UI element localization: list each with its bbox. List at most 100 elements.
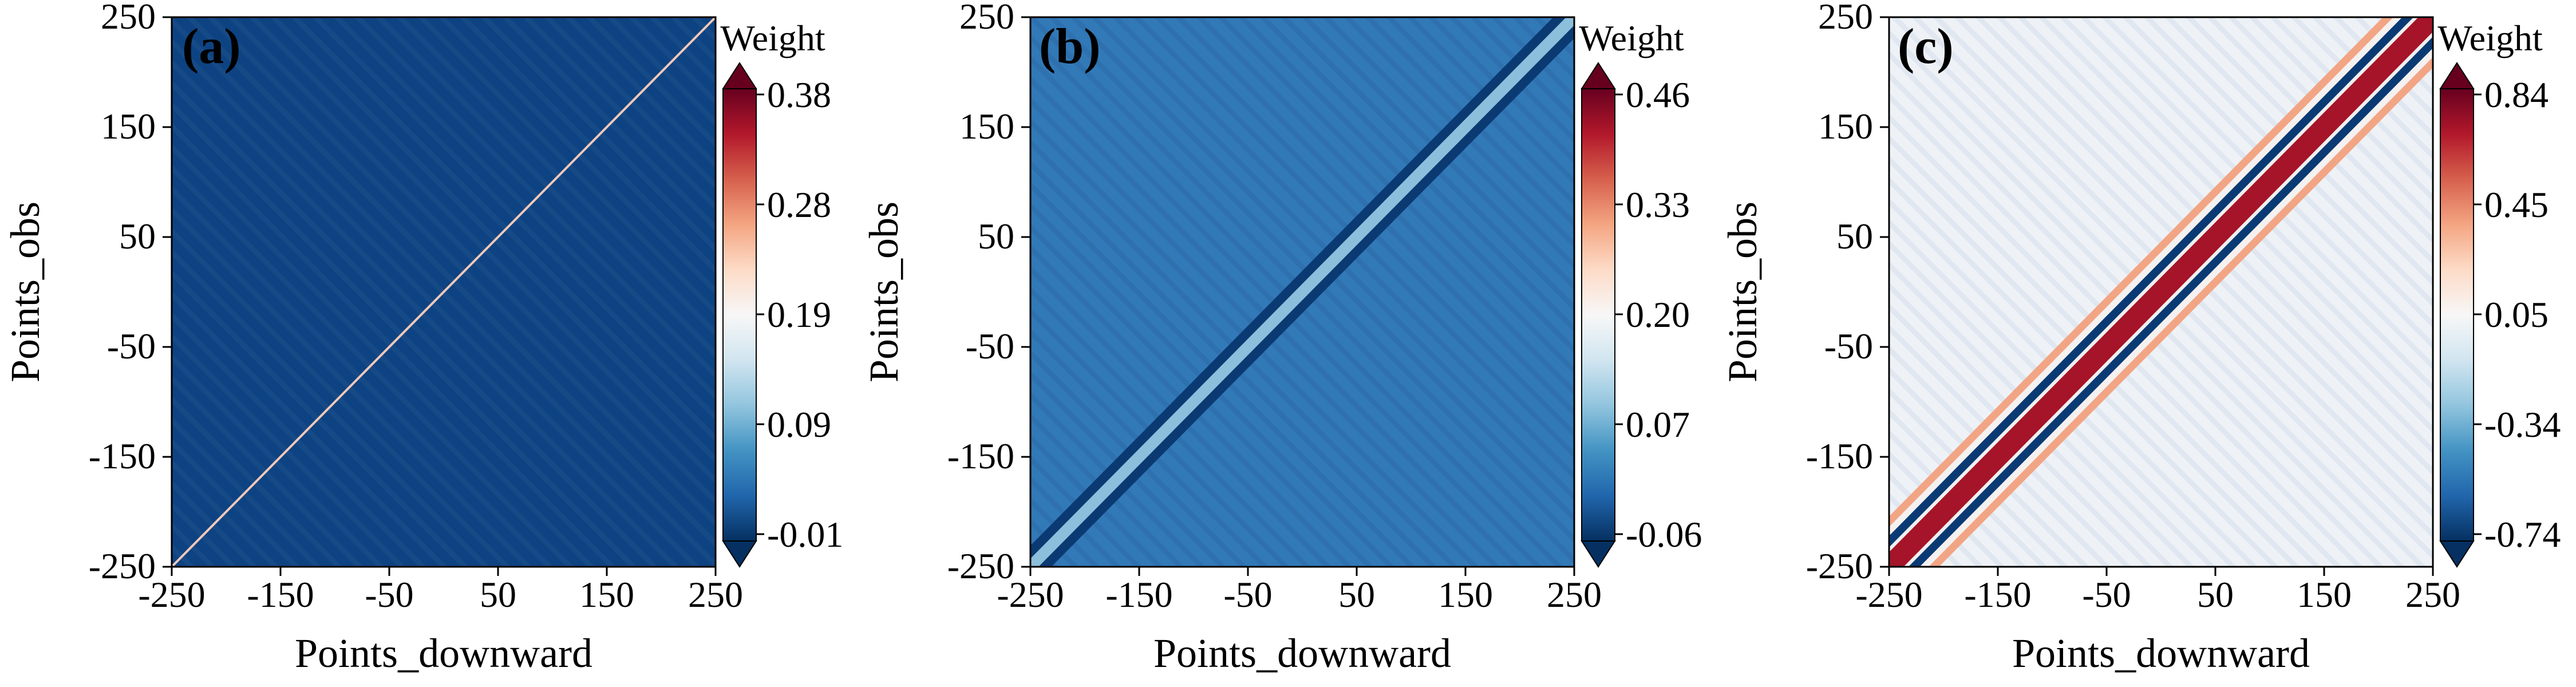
x-tick-label: 150 [1438, 574, 1493, 615]
colorbar-gradient [722, 88, 757, 542]
x-ticks [171, 567, 717, 576]
y-tick-labels: 250 150 50 -50 -150 -250 [89, 0, 156, 586]
y-ticks [1021, 16, 1030, 568]
y-tick-label: 50 [119, 216, 156, 256]
panel-c: (c) 250 150 50 -50 -150 -250 -250 -150 -… [1720, 0, 2561, 676]
y-tick-label: -50 [107, 326, 156, 366]
x-tick-label: -150 [1105, 574, 1172, 615]
panel-b: (b) 250 150 50 -50 -150 -250 -250 -150 -… [861, 0, 1702, 676]
plot-frame [1888, 16, 2434, 568]
panel-label: (b) [1039, 19, 1101, 74]
x-axis-label: Points_downward [295, 630, 592, 676]
x-tick-label: 50 [480, 574, 516, 615]
y-tick-label: 250 [959, 0, 1014, 37]
colorbar-tick-label: -0.34 [2484, 404, 2561, 445]
y-tick-label: -250 [947, 546, 1014, 586]
colorbar-gradient [1581, 88, 1615, 542]
y-tick-label: 150 [101, 106, 156, 147]
y-tick-label: -150 [1806, 436, 1873, 476]
colorbar-gradient [2440, 88, 2474, 542]
colorbar-tick-label: 0.46 [1626, 74, 1690, 115]
y-tick-label: 250 [1818, 0, 1873, 37]
colorbar-tick-label: 0.20 [1626, 294, 1690, 335]
y-tick-label: -50 [1824, 326, 1873, 366]
x-tick-label: -250 [138, 574, 205, 615]
y-tick-label: -150 [947, 436, 1014, 476]
x-ticks [1029, 567, 1575, 576]
panel-label: (a) [182, 19, 241, 74]
colorbar-tick-label: 0.45 [2484, 184, 2549, 225]
y-tick-label: -250 [1806, 546, 1873, 586]
x-tick-label: 50 [2197, 574, 2234, 615]
colorbar-label: Weight [720, 18, 825, 58]
diagonal-band [171, 16, 717, 568]
x-tick-label: -150 [1964, 574, 2031, 615]
y-ticks [163, 16, 172, 568]
x-tick-label: -50 [365, 574, 413, 615]
y-axis-label: Points_obs [1720, 202, 1765, 382]
colorbar-tick-label: 0.07 [1626, 404, 1690, 445]
y-axis-label: Points_obs [2, 202, 48, 382]
colorbar-ticks [756, 93, 764, 535]
x-tick-labels: -250 -150 -50 50 150 250 [138, 574, 743, 615]
colorbar-extend-min [2439, 540, 2475, 568]
y-axis-label: Points_obs [861, 202, 907, 382]
y-tick-label: 150 [1818, 106, 1873, 147]
x-tick-label: -150 [247, 574, 314, 615]
colorbar: Weight 0.46 0.33 0.20 0.07 -0.06 [1579, 18, 1702, 568]
x-tick-label: -250 [1855, 574, 1922, 615]
x-tick-label: 150 [579, 574, 634, 615]
x-ticks [1888, 567, 2434, 576]
x-tick-label: 50 [1338, 574, 1375, 615]
colorbar-label: Weight [1579, 18, 1684, 58]
x-tick-label: 150 [2297, 574, 2352, 615]
colorbar-extend-min [722, 540, 757, 568]
y-tick-label: 150 [959, 106, 1014, 147]
colorbar-extend-min [1581, 540, 1616, 568]
colorbar-label: Weight [2437, 18, 2542, 58]
colorbar-tick-label: -0.74 [2484, 514, 2561, 555]
y-ticks [1880, 16, 1889, 568]
y-tick-label: -250 [89, 546, 156, 586]
colorbar: Weight 0.38 0.28 0.19 0.09 -0.01 [720, 18, 843, 568]
colorbar: Weight 0.84 0.45 0.05 -0.34 -0.74 [2437, 18, 2561, 568]
x-tick-label: 250 [2405, 574, 2460, 615]
x-tick-label: 250 [688, 574, 743, 615]
y-tick-label: 250 [101, 0, 156, 37]
panel-a: (a) 250 150 50 -50 -150 -250 -250 -150 -… [2, 0, 843, 676]
y-tick-label: -50 [966, 326, 1014, 366]
colorbar-tick-label: 0.38 [767, 74, 831, 115]
x-tick-label: 250 [1547, 574, 1602, 615]
colorbar-tick-label: 0.84 [2484, 74, 2549, 115]
colorbar-tick-label: -0.01 [767, 514, 843, 555]
y-tick-labels: 250 150 50 -50 -150 -250 [1806, 0, 1873, 586]
x-tick-labels: -250 -150 -50 50 150 250 [997, 574, 1602, 615]
colorbar-tick-label: 0.05 [2484, 294, 2549, 335]
x-tick-label: -50 [1223, 574, 1272, 615]
x-tick-labels: -250 -150 -50 50 150 250 [1855, 574, 2460, 615]
colorbar-extend-max [722, 62, 757, 89]
y-tick-label: 50 [978, 216, 1014, 256]
colorbar-tick-label: 0.28 [767, 184, 831, 225]
colorbar-tick-label: -0.06 [1626, 514, 1702, 555]
x-tick-label: -50 [2082, 574, 2131, 615]
plot-frame [1029, 16, 1575, 568]
y-tick-label: -150 [89, 436, 156, 476]
colorbar-extend-max [2439, 62, 2475, 89]
x-axis-label: Points_downward [1153, 630, 1451, 676]
colorbar-tick-label: 0.19 [767, 294, 831, 335]
y-tick-labels: 250 150 50 -50 -150 -250 [947, 0, 1014, 586]
diagonal-band [1889, 17, 2433, 567]
plot-frame [171, 16, 717, 568]
colorbar-tick-label: 0.09 [767, 404, 831, 445]
x-tick-label: -250 [997, 574, 1064, 615]
panel-label: (c) [1898, 19, 1954, 74]
colorbar-ticks [1615, 93, 1623, 535]
x-axis-label: Points_downward [2012, 630, 2310, 676]
colorbar-ticks [2474, 93, 2482, 535]
y-tick-label: 50 [1836, 216, 1873, 256]
colorbar-tick-label: 0.33 [1626, 184, 1690, 225]
colorbar-extend-max [1581, 62, 1616, 89]
diagonal-band [1030, 17, 1574, 567]
